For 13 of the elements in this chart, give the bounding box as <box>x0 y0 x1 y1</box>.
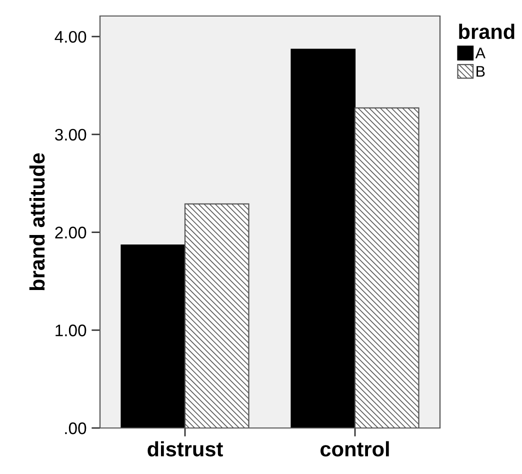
y-tick-label: 3.00 <box>55 128 86 141</box>
bar <box>120 244 186 428</box>
y-tick-label: 1.00 <box>56 324 86 336</box>
legend-label: B <box>476 66 485 77</box>
x-tick-label: distrust <box>148 441 223 456</box>
legend-label: A <box>475 48 486 58</box>
y-tick-label: .00 <box>65 422 86 434</box>
x-tick-label: control <box>320 441 389 456</box>
y-axis-title: brand attitude <box>29 153 45 290</box>
bar <box>290 48 356 428</box>
y-tick-label: 4.00 <box>54 30 86 43</box>
y-tick-label: 2.00 <box>55 226 86 238</box>
legend-title: brand <box>459 24 514 40</box>
